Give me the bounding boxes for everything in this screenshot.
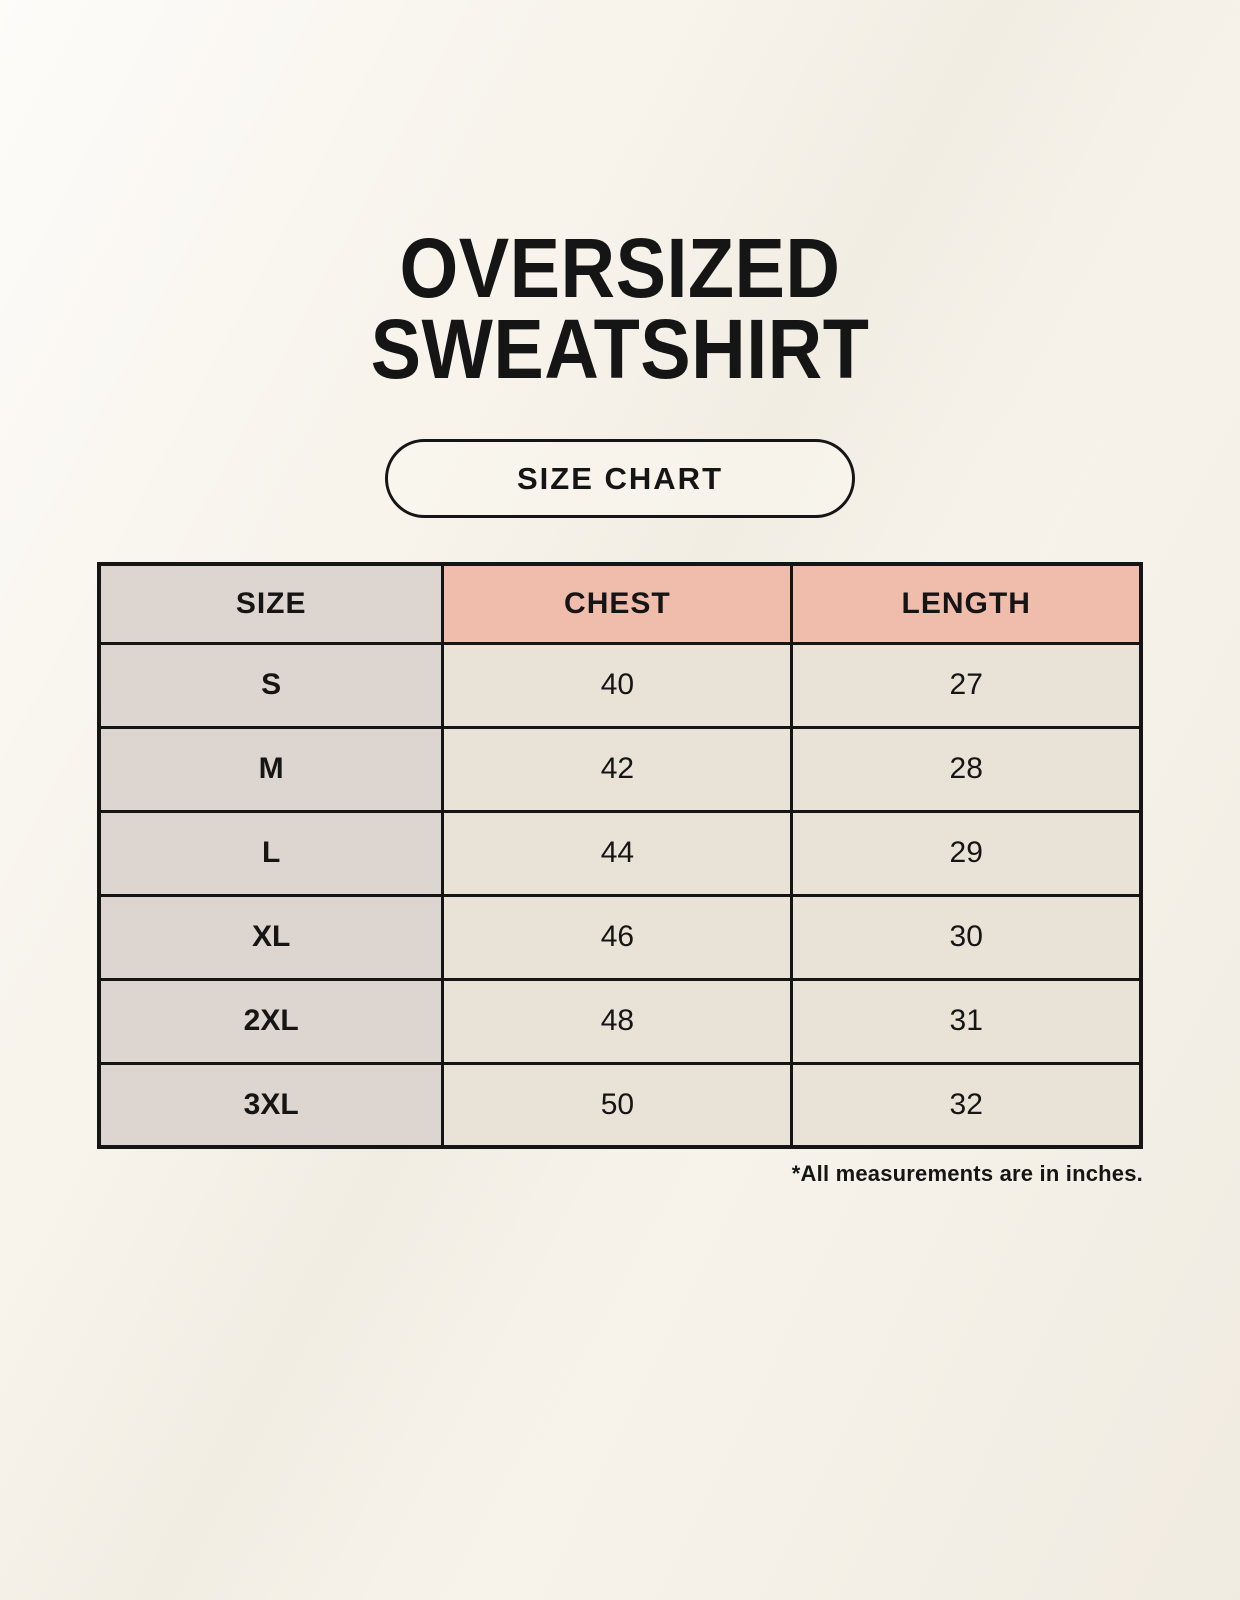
value-cell: 28: [790, 725, 1143, 813]
table-row: L 44 29: [97, 809, 1143, 897]
size-table-container: SIZE CHEST LENGTH S 40 27 M 42 28 L 44 29 XL 46 30 2…: [97, 562, 1143, 1150]
column-header-length: LENGTH: [790, 562, 1143, 645]
value-cell: 30: [790, 893, 1143, 981]
title-line-1: OVERSIZED: [399, 221, 841, 315]
value-cell: 32: [790, 1061, 1143, 1149]
value-cell: 29: [790, 809, 1143, 897]
size-cell: M: [97, 725, 445, 813]
table-row: M 42 28: [97, 725, 1143, 813]
value-cell: 44: [441, 809, 794, 897]
value-cell: 40: [441, 641, 794, 729]
value-cell: 42: [441, 725, 794, 813]
size-cell: XL: [97, 893, 445, 981]
size-cell: L: [97, 809, 445, 897]
table-row: S 40 27: [97, 641, 1143, 729]
value-cell: 31: [790, 977, 1143, 1065]
size-chart-badge-label: SIZE CHART: [517, 460, 723, 496]
column-header-chest: CHEST: [441, 562, 794, 645]
size-table: SIZE CHEST LENGTH S 40 27 M 42 28 L 44 29 XL 46 30 2…: [97, 562, 1143, 1150]
table-row: 2XL 48 31: [97, 977, 1143, 1065]
value-cell: 50: [441, 1061, 794, 1149]
size-cell: 3XL: [97, 1061, 445, 1149]
column-header-size: SIZE: [97, 562, 445, 645]
table-row: XL 46 30: [97, 893, 1143, 981]
page-title: OVERSIZED SWEATSHIRT: [62, 221, 1178, 396]
size-table-body: S 40 27 M 42 28 L 44 29 XL 46 30 2XL 48 31 3XL 50 32: [97, 641, 1143, 1149]
size-cell: 2XL: [97, 977, 445, 1065]
value-cell: 48: [441, 977, 794, 1065]
size-chart-badge: SIZE CHART: [385, 439, 855, 519]
value-cell: 46: [441, 893, 794, 981]
table-row: 3XL 50 32: [97, 1061, 1143, 1149]
table-header-row: SIZE CHEST LENGTH: [97, 562, 1143, 645]
title-line-2: SWEATSHIRT: [370, 301, 870, 396]
size-cell: S: [97, 641, 445, 729]
measurement-unit-note: *All measurements are in inches.: [791, 1161, 1143, 1187]
value-cell: 27: [790, 641, 1143, 729]
